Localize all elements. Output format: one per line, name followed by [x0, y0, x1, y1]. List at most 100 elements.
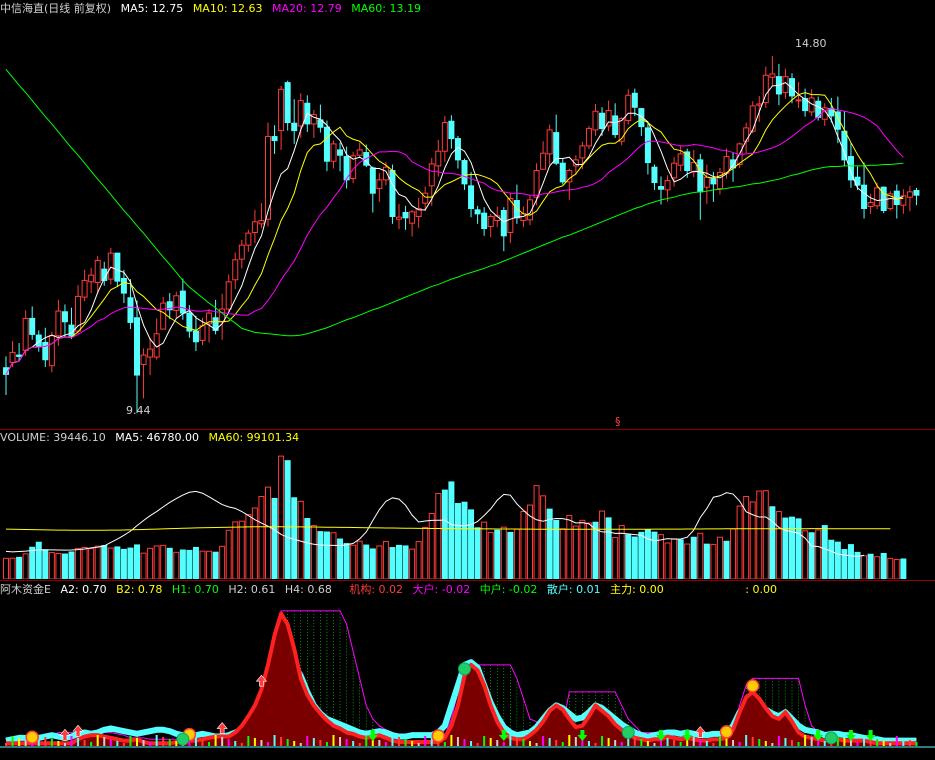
candle-body [625, 94, 632, 122]
activity-bar [830, 743, 833, 746]
volume-bar [716, 536, 723, 579]
candle-body [428, 163, 435, 187]
activity-bar [365, 736, 368, 746]
activity-bar [96, 735, 99, 746]
candle-body [546, 129, 553, 155]
activity-bar [574, 737, 577, 746]
volume-header: VOLUME: 39446.10 MA5: 46780.00 MA60: 991… [0, 431, 305, 445]
event-marker[interactable]: § [615, 415, 621, 428]
activity-bar [293, 741, 296, 746]
buy-signal-icon [745, 679, 760, 693]
activity-bar [437, 740, 440, 746]
volume-bar [127, 547, 134, 579]
candle-body [861, 184, 868, 210]
candle-body [271, 136, 278, 142]
candle-body [527, 199, 533, 221]
activity-bar [280, 737, 283, 746]
activity-bar [83, 740, 86, 746]
volume-bar [612, 537, 619, 579]
activity-bar [581, 739, 584, 746]
candle-body [481, 212, 488, 229]
volume-bar [559, 528, 566, 579]
sell-arrow-icon [656, 730, 666, 741]
volume-bar [199, 550, 206, 579]
activity-bar [11, 736, 14, 746]
activity-bar [522, 739, 525, 746]
activity-bar [568, 735, 571, 746]
ma60-readout: MA60: 13.19 [351, 2, 421, 15]
activity-bar [804, 735, 807, 746]
candle-body [29, 317, 36, 335]
activity-bar [352, 741, 355, 746]
jigou-readout: 机构: 0.02 [349, 583, 404, 596]
activity-bar [483, 736, 486, 746]
activity-bar [286, 739, 289, 746]
activity-bar [18, 738, 21, 746]
volume-bar [743, 495, 750, 579]
candle-body [880, 186, 887, 212]
candle-body [396, 216, 402, 220]
volume-bar [618, 525, 625, 579]
activity-bar [227, 739, 230, 746]
volume-bar [861, 555, 868, 579]
volume-bar [834, 541, 841, 579]
volume-bar [441, 489, 448, 579]
zhuli-readout: 主力: 0.00 [610, 583, 664, 596]
volume-bar [625, 534, 632, 579]
candle-body [337, 149, 344, 156]
main-line [6, 611, 917, 746]
volume-bar [22, 553, 29, 579]
volume-readout: VOLUME: 39446.10 [0, 431, 106, 444]
volume-bar [710, 543, 717, 579]
volume-panel[interactable] [0, 447, 935, 579]
candle-body [238, 244, 245, 260]
volume-bar [9, 557, 16, 579]
candle-body [48, 335, 55, 367]
activity-bar [882, 741, 885, 746]
sell-signal-icon [621, 725, 635, 739]
candle-body [795, 99, 802, 102]
volume-bar [94, 545, 101, 579]
candle-body [658, 186, 664, 190]
price-panel[interactable] [0, 16, 935, 429]
buy-arrow-icon [59, 728, 71, 741]
candle-body [841, 130, 848, 161]
candle-body [553, 132, 560, 164]
volume-bar [402, 545, 409, 579]
candle-body [513, 200, 520, 219]
panel-divider-1[interactable] [0, 429, 935, 430]
activity-bar [620, 742, 623, 746]
activity-bar [529, 741, 531, 746]
buy-signal-icon [431, 729, 446, 743]
volume-bar [795, 518, 802, 579]
activity-bar [50, 739, 53, 746]
volume-bar [762, 490, 769, 579]
candle-body [120, 277, 127, 294]
panel-divider-2[interactable] [0, 580, 935, 581]
volume-bar [134, 544, 140, 579]
volume-bar [88, 548, 95, 579]
volume-bar [55, 553, 62, 579]
candle-body [107, 252, 114, 280]
activity-bar [345, 739, 348, 746]
candle-body [441, 122, 448, 152]
activity-bar [902, 738, 905, 746]
candle-body [690, 162, 697, 173]
activity-bar [476, 743, 479, 746]
activity-bar [646, 741, 649, 746]
volume-bar [638, 531, 645, 579]
volume-bar [435, 493, 442, 579]
candle-body [906, 191, 913, 198]
candle-body [206, 312, 213, 325]
volume-bar [599, 510, 606, 579]
candle-body [278, 88, 285, 132]
candle-body [127, 297, 134, 323]
activity-bar [37, 735, 40, 746]
candle-body [585, 128, 592, 147]
candle-body [376, 179, 383, 190]
candle-body [612, 115, 619, 136]
indicator-panel[interactable] [0, 600, 935, 760]
h4-readout: H4: 0.68 [284, 583, 332, 596]
sell-signal-icon [824, 731, 838, 745]
volume-bar [415, 541, 422, 579]
